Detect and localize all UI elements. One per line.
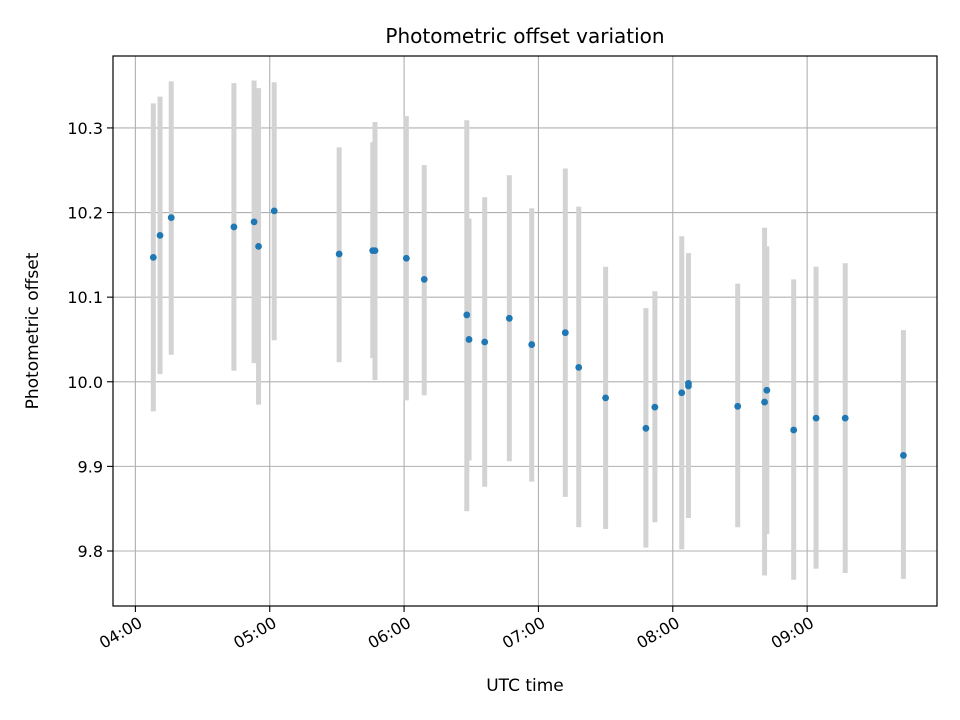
data-point	[270, 207, 278, 215]
data-point	[156, 231, 164, 239]
data-point	[841, 414, 849, 422]
x-axis-title: UTC time	[486, 676, 564, 696]
data-point	[481, 338, 489, 346]
y-tick-label: 10.2	[67, 204, 103, 223]
grid-lines	[113, 56, 937, 606]
data-point	[900, 451, 907, 459]
data-point	[420, 275, 428, 283]
data-point	[230, 223, 238, 231]
data-point	[463, 311, 471, 319]
y-axis-title: Photometric offset	[23, 252, 43, 409]
data-point	[685, 380, 692, 387]
x-tick-label: 09:00	[768, 613, 817, 653]
data-point	[465, 336, 473, 343]
x-axis-ticks: 04:00 05:00 06:00 07:00 08:00 09:00	[96, 606, 817, 653]
x-tick-label: 05:00	[230, 613, 279, 653]
x-tick-label: 08:00	[633, 613, 682, 653]
data-point	[255, 242, 262, 250]
data-point	[371, 247, 379, 255]
plot-frame	[112, 55, 938, 607]
y-tick-label: 9.9	[78, 457, 103, 476]
data-point	[505, 314, 513, 322]
data-point	[651, 403, 659, 411]
data-points	[149, 207, 907, 459]
y-axis-ticks: 9.8 9.9 10.0 10.1 10.2 10.3	[67, 119, 113, 561]
x-tick-label: 06:00	[365, 613, 414, 653]
data-point	[335, 250, 343, 258]
data-point	[602, 394, 610, 402]
y-tick-label: 10.3	[67, 119, 103, 138]
error-bars	[150, 80, 906, 580]
x-tick-label: 04:00	[96, 613, 145, 653]
data-point	[167, 214, 175, 222]
data-point	[763, 386, 771, 394]
data-point	[575, 363, 583, 371]
data-point	[561, 329, 569, 337]
data-point	[642, 424, 650, 432]
y-tick-label: 10.1	[67, 288, 103, 307]
data-point	[790, 426, 798, 434]
y-tick-label: 10.0	[67, 373, 103, 392]
data-point	[250, 218, 258, 226]
data-point	[812, 414, 820, 422]
data-point	[402, 254, 410, 262]
x-tick-label: 07:00	[499, 613, 548, 653]
y-tick-label: 9.8	[78, 542, 103, 561]
data-point	[734, 402, 742, 410]
data-point	[678, 389, 686, 397]
chart-title: Photometric offset variation	[385, 24, 664, 48]
data-point	[761, 398, 768, 406]
data-point	[149, 253, 157, 261]
data-point	[528, 341, 536, 348]
